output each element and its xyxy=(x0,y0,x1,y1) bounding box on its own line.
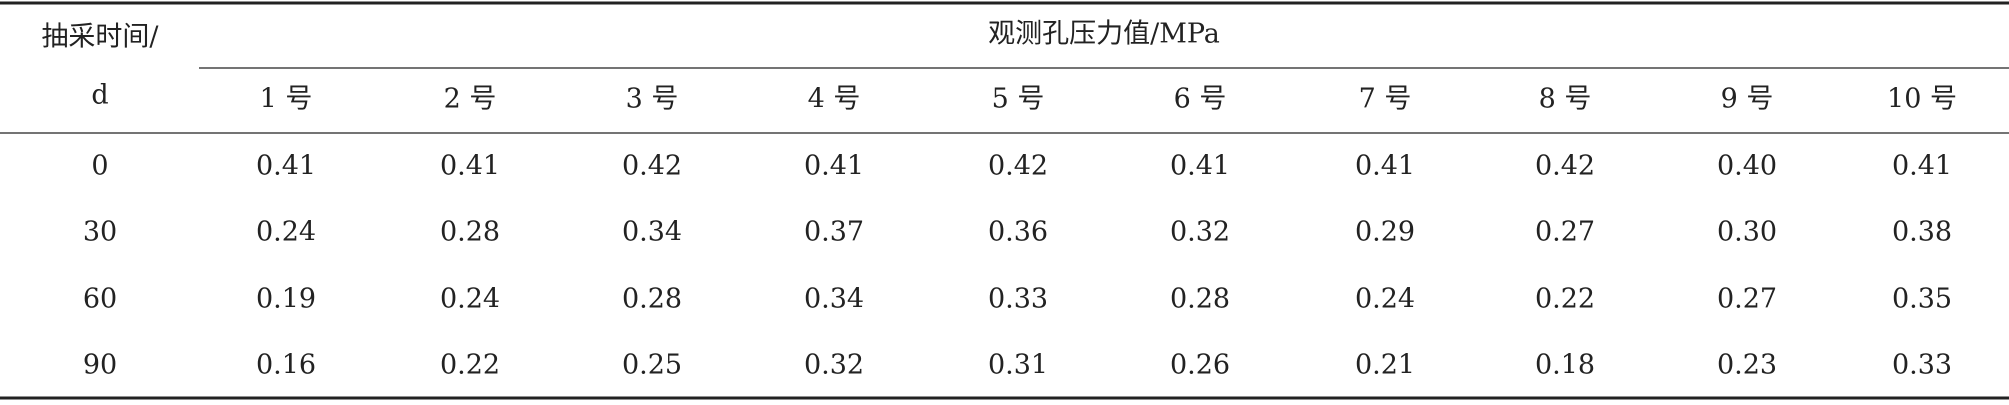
cell: 0.36 xyxy=(988,217,1048,248)
cell: 0.27 xyxy=(1717,284,1777,315)
cell: 0.23 xyxy=(1717,350,1777,381)
cell: 0.33 xyxy=(988,284,1048,315)
cell: 0.35 xyxy=(1892,284,1952,315)
row-label: 60 xyxy=(83,284,117,315)
cell: 0.32 xyxy=(1170,217,1230,248)
column-header: 4 号 xyxy=(808,84,861,115)
cell: 0.34 xyxy=(804,284,864,315)
cell: 0.18 xyxy=(1535,350,1595,381)
row-label: 90 xyxy=(83,350,117,381)
group-header: 观测孔压力值/MPa xyxy=(988,19,1220,50)
column-header: 3 号 xyxy=(626,84,679,115)
cell: 0.24 xyxy=(256,217,316,248)
cell: 0.38 xyxy=(1892,217,1952,248)
column-header: 8 号 xyxy=(1539,84,1592,115)
cell: 0.41 xyxy=(804,151,864,182)
cell: 0.40 xyxy=(1717,151,1777,182)
column-header: 5 号 xyxy=(992,84,1045,115)
cell: 0.24 xyxy=(440,284,500,315)
column-header: 1 号 xyxy=(260,84,313,115)
cell: 0.19 xyxy=(256,284,316,315)
column-header: 9 号 xyxy=(1721,84,1774,115)
cell: 0.24 xyxy=(1355,284,1415,315)
cell: 0.33 xyxy=(1892,350,1952,381)
cell: 0.30 xyxy=(1717,217,1777,248)
cell: 0.41 xyxy=(440,151,500,182)
cell: 0.34 xyxy=(622,217,682,248)
cell: 0.37 xyxy=(804,217,864,248)
row-label: 0 xyxy=(91,151,108,182)
row-header: 抽采时间/ xyxy=(41,22,159,53)
cell: 0.42 xyxy=(622,151,682,182)
cell: 0.31 xyxy=(988,350,1048,381)
cell: 0.25 xyxy=(622,350,682,381)
cell: 0.42 xyxy=(988,151,1048,182)
cell: 0.41 xyxy=(256,151,316,182)
cell: 0.28 xyxy=(1170,284,1230,315)
column-header: 7 号 xyxy=(1359,84,1412,115)
column-header: 6 号 xyxy=(1174,84,1227,115)
cell: 0.16 xyxy=(256,350,316,381)
cell: 0.32 xyxy=(804,350,864,381)
cell: 0.22 xyxy=(440,350,500,381)
cell: 0.22 xyxy=(1535,284,1595,315)
cell: 0.21 xyxy=(1355,350,1415,381)
column-header: 2 号 xyxy=(444,84,497,115)
cell: 0.42 xyxy=(1535,151,1595,182)
cell: 0.41 xyxy=(1892,151,1952,182)
cell: 0.26 xyxy=(1170,350,1230,381)
column-header: 10 号 xyxy=(1887,84,1957,115)
cell: 0.28 xyxy=(622,284,682,315)
cell: 0.41 xyxy=(1355,151,1415,182)
row-label: 30 xyxy=(83,217,117,248)
cell: 0.41 xyxy=(1170,151,1230,182)
cell: 0.27 xyxy=(1535,217,1595,248)
cell: 0.28 xyxy=(440,217,500,248)
row-header: d xyxy=(91,80,108,111)
cell: 0.29 xyxy=(1355,217,1415,248)
